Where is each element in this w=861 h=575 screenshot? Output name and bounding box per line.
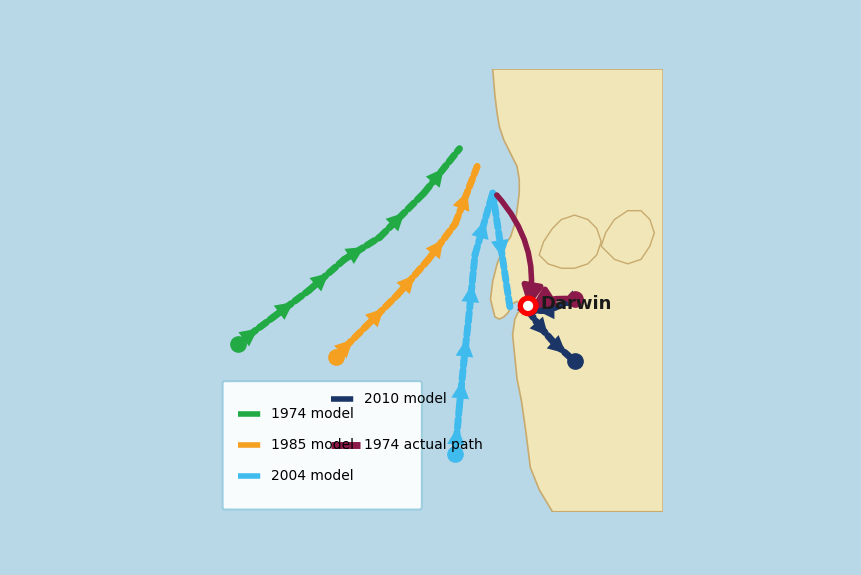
Text: 1974 model: 1974 model (271, 407, 354, 421)
Circle shape (523, 301, 532, 310)
Text: 1985 model: 1985 model (271, 438, 354, 453)
Text: Darwin: Darwin (540, 294, 611, 313)
Circle shape (517, 296, 537, 316)
Text: 2010 model: 2010 model (364, 392, 447, 406)
Polygon shape (538, 215, 600, 268)
Polygon shape (600, 210, 653, 264)
Polygon shape (525, 308, 530, 316)
Text: 2004 model: 2004 model (271, 469, 354, 484)
Text: 1974 actual path: 1974 actual path (364, 438, 482, 453)
Polygon shape (490, 69, 662, 512)
FancyBboxPatch shape (222, 381, 421, 509)
